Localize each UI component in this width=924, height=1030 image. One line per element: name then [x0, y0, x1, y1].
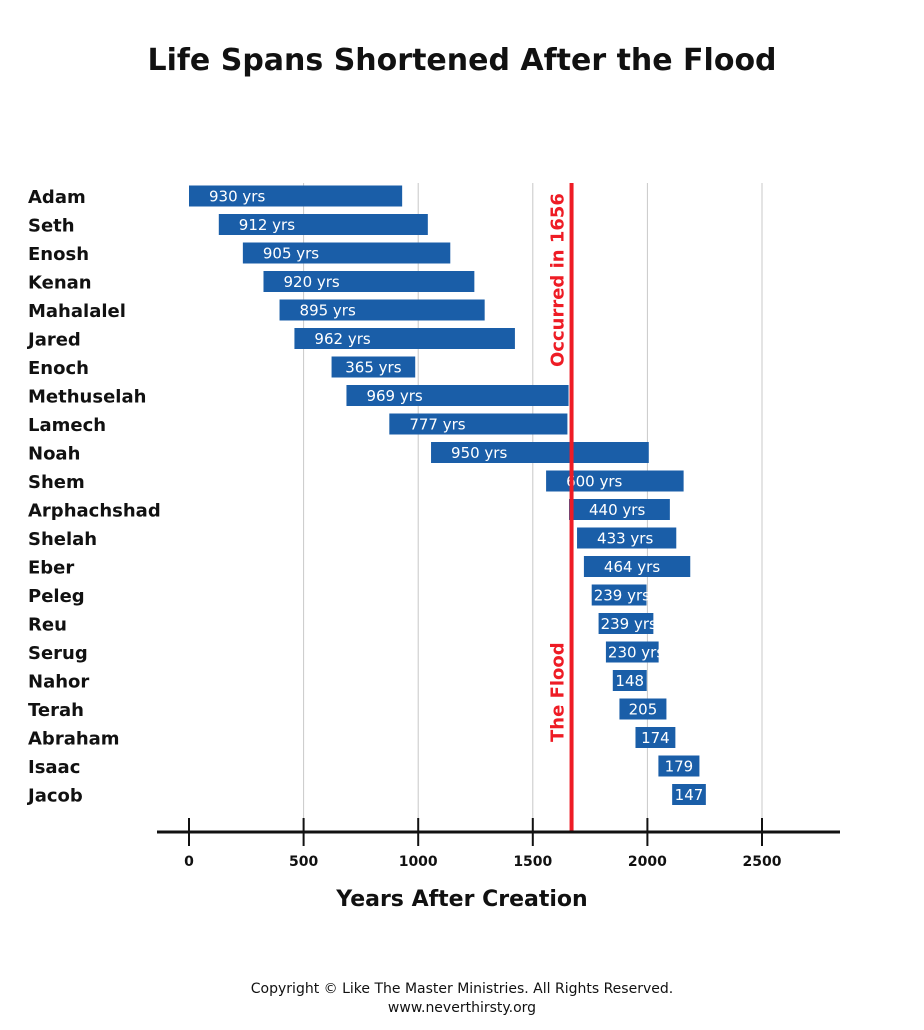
- bar: [242, 242, 451, 264]
- bar-label: 969 yrs: [366, 387, 422, 405]
- row-label: Noah: [28, 444, 80, 465]
- bar: [279, 299, 485, 321]
- chart-title: Life Spans Shortened After the Flood: [147, 43, 776, 78]
- bar: [389, 413, 568, 435]
- row-label: Kenan: [28, 273, 92, 294]
- bar: [331, 356, 416, 378]
- bar-label: 920 yrs: [283, 273, 339, 291]
- row-label: Enosh: [28, 244, 89, 265]
- row-label: Shem: [28, 472, 85, 493]
- site-url: www.neverthirsty.org: [388, 1000, 536, 1016]
- bar: [218, 214, 428, 235]
- row-label: Seth: [28, 216, 75, 237]
- bar-label: 777 yrs: [409, 416, 465, 434]
- bar: [346, 385, 569, 406]
- flood-label-bottom: The Flood: [548, 642, 569, 742]
- bar: [658, 755, 700, 777]
- bar-label: 895 yrs: [300, 302, 356, 320]
- bar-label: 179: [665, 758, 694, 776]
- row-label: Enoch: [28, 358, 89, 379]
- bar-label: 148: [615, 672, 644, 690]
- row-label: Terah: [28, 700, 84, 721]
- x-axis-label: Years After Creation: [335, 887, 587, 912]
- bar-label: 205: [629, 701, 658, 719]
- row-label: Lamech: [28, 415, 106, 436]
- bars: Adam 930 yrs Seth 912 yrs Enosh 905 yrs Kenan 9…: [26, 185, 706, 807]
- flood-label-top: Occurred in 1656: [548, 193, 569, 367]
- bar: [635, 727, 676, 748]
- row-label: Adam: [28, 187, 86, 208]
- row-label: Serug: [28, 643, 88, 664]
- bar: [294, 328, 515, 349]
- x-axis: 0 500 1000 1500 2000 2500: [157, 818, 840, 870]
- row-label: Jacob: [26, 786, 83, 807]
- row-label: Shelah: [28, 529, 97, 550]
- bar: [577, 527, 677, 549]
- bar-label: 962 yrs: [314, 330, 370, 348]
- bar-label: 365 yrs: [345, 359, 401, 377]
- bar: [546, 470, 684, 492]
- bar-label: 930 yrs: [209, 188, 265, 206]
- bar: [672, 784, 706, 805]
- bar: [612, 670, 647, 691]
- bar-label: 950 yrs: [451, 444, 507, 462]
- x-tick-label: 1500: [513, 854, 552, 870]
- bar-label: 239 yrs: [601, 615, 657, 633]
- bar: [431, 442, 649, 463]
- x-tick-label: 0: [184, 854, 194, 870]
- x-tick-label: 2000: [628, 854, 667, 870]
- bar-label: 440 yrs: [589, 501, 645, 519]
- bar-label: 464 yrs: [604, 558, 660, 576]
- row-label: Arphachshad: [28, 501, 161, 522]
- bar-label: 174: [641, 729, 670, 747]
- bar-label: 600 yrs: [566, 473, 622, 491]
- bar-label: 433 yrs: [597, 530, 653, 548]
- bar: [605, 641, 659, 663]
- row-label: Abraham: [28, 729, 120, 750]
- row-label: Mahalalel: [28, 301, 126, 322]
- bar-label: 230 yrs: [608, 644, 664, 662]
- bar: [263, 271, 475, 292]
- bar-label: 239 yrs: [594, 587, 650, 605]
- bar: [619, 698, 667, 720]
- bar: [569, 499, 670, 520]
- bar-label: 905 yrs: [263, 245, 319, 263]
- row-label: Eber: [28, 558, 74, 579]
- x-tick-label: 1000: [399, 854, 438, 870]
- x-tick-label: 500: [289, 854, 318, 870]
- x-tick-label: 2500: [743, 854, 782, 870]
- bar: [583, 556, 691, 577]
- copyright: Copyright © Like The Master Ministries. …: [251, 981, 673, 997]
- row-label: Nahor: [28, 672, 89, 693]
- bar: [189, 185, 403, 207]
- bar: [591, 584, 647, 606]
- row-label: Reu: [28, 615, 67, 636]
- row-label: Peleg: [28, 586, 85, 607]
- row-label: Jared: [26, 330, 81, 351]
- flood-marker: Occurred in 1656 The Flood: [548, 183, 574, 832]
- bar-label: 147: [675, 786, 704, 804]
- row-label: Methuselah: [28, 387, 146, 408]
- bar-label: 912 yrs: [239, 216, 295, 234]
- bar: [598, 613, 654, 634]
- row-label: Isaac: [28, 757, 80, 778]
